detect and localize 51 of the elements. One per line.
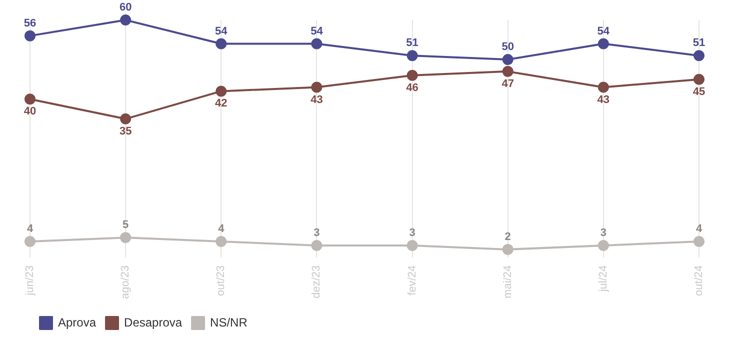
data-label: 51 — [692, 37, 706, 50]
point — [24, 30, 36, 42]
data-label: 3 — [314, 227, 320, 240]
data-label: 54 — [310, 25, 324, 38]
point — [120, 232, 132, 244]
data-label: 3 — [409, 227, 416, 240]
point — [598, 240, 609, 251]
point — [24, 94, 36, 105]
data-label: 40 — [24, 106, 36, 118]
data-label: 45 — [692, 86, 706, 98]
data-label: 54 — [215, 25, 228, 38]
data-label: 43 — [310, 94, 323, 106]
legend-label: Desaprova — [124, 315, 182, 330]
point — [406, 50, 418, 62]
legend-label: NS/NR — [210, 315, 248, 330]
point — [311, 240, 322, 251]
point — [406, 70, 418, 81]
point — [502, 54, 514, 66]
data-label: 60 — [119, 2, 132, 14]
point — [502, 66, 514, 77]
data-label: 3 — [600, 227, 606, 240]
point — [24, 236, 36, 248]
point — [694, 74, 704, 85]
data-label: 35 — [119, 125, 132, 138]
point — [694, 50, 704, 62]
data-label: 50 — [502, 41, 514, 54]
data-label: 54 — [597, 25, 610, 38]
data-label: 4 — [26, 223, 34, 236]
point — [311, 82, 322, 93]
point — [311, 38, 322, 50]
data-label: 51 — [406, 37, 418, 50]
point — [216, 236, 227, 248]
data-label: 43 — [597, 94, 610, 106]
data-label: 42 — [215, 98, 228, 110]
data-label: 47 — [502, 78, 514, 90]
point — [598, 82, 609, 93]
point — [502, 244, 514, 255]
data-label: 4 — [218, 223, 226, 236]
data-label: 56 — [24, 17, 36, 30]
point — [598, 38, 609, 50]
point — [216, 38, 227, 50]
legend-label: Aprova — [58, 315, 96, 330]
point — [216, 86, 227, 97]
point — [694, 236, 704, 248]
data-label: 4 — [696, 223, 703, 236]
point — [120, 14, 132, 26]
data-label: 5 — [122, 219, 129, 232]
point — [406, 240, 418, 251]
point — [120, 113, 132, 124]
data-label: 2 — [504, 230, 511, 243]
data-label: 46 — [406, 82, 418, 94]
